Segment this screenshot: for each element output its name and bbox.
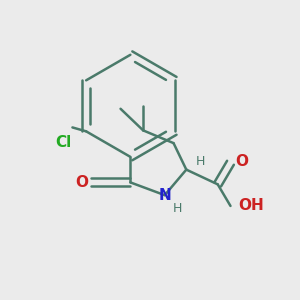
Text: OH: OH: [238, 198, 264, 213]
Text: O: O: [235, 154, 248, 169]
Text: O: O: [75, 175, 88, 190]
Text: H: H: [196, 155, 206, 168]
Text: H: H: [172, 202, 182, 215]
Text: Cl: Cl: [56, 135, 72, 150]
Text: N: N: [158, 188, 171, 202]
